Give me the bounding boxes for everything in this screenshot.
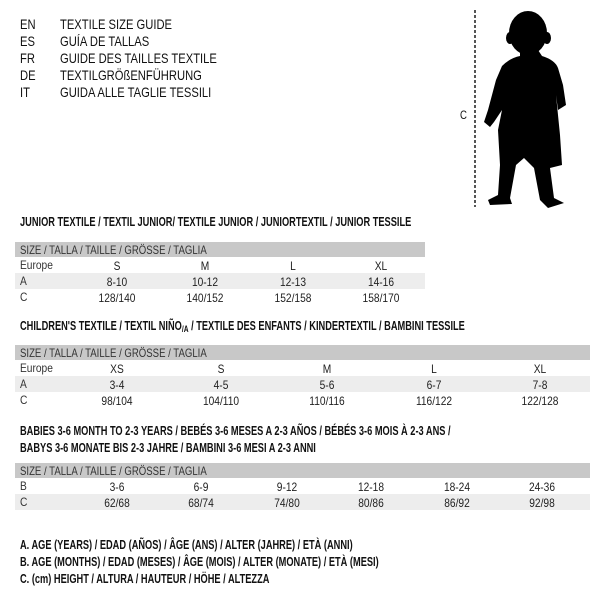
- size-header-row: SIZE / TALLA / TAILLE / GRÖSSE / TAGLIA: [15, 463, 590, 478]
- table-cell: S: [217, 362, 225, 376]
- table-row: Europe XS S M L XL: [15, 360, 590, 376]
- language-title: GUIDE DES TAILLES TEXTILE: [60, 50, 217, 66]
- table-row: C 62/68 68/74 74/80 80/86 86/92 92/98: [15, 494, 590, 510]
- table-cell: 152/158: [274, 291, 312, 305]
- table-row: Europe S M L XL: [15, 257, 425, 273]
- table-cell: 98/104: [101, 394, 133, 408]
- table-cell: 24-36: [528, 480, 556, 494]
- children-title-rest: / TEXTILE DES ENFANTS / KINDERTEXTIL / B…: [188, 319, 465, 333]
- language-code: IT: [20, 84, 30, 100]
- size-header-row: SIZE / TALLA / TAILLE / GRÖSSE / TAGLIA: [15, 345, 590, 360]
- table-cell: 5-6: [319, 378, 335, 392]
- row-label: A: [20, 377, 27, 391]
- table-cell: 110/116: [309, 394, 345, 408]
- size-header-row: SIZE / TALLA / TAILLE / GRÖSSE / TAGLIA: [15, 242, 425, 257]
- table-cell: 128/140: [98, 291, 136, 305]
- table-cell: 68/74: [188, 496, 214, 510]
- table-cell: 80/86: [358, 496, 384, 510]
- table-cell: 122/128: [521, 394, 559, 408]
- table-cell: S: [113, 259, 121, 273]
- babies-title-line2: BABYS 3-6 MONATE BIS 2-3 JAHRE / BAMBINI…: [20, 441, 316, 455]
- size-header-label: SIZE / TALLA / TAILLE / GRÖSSE / TAGLIA: [20, 464, 207, 478]
- size-header-label: SIZE / TALLA / TAILLE / GRÖSSE / TAGLIA: [20, 346, 207, 360]
- table-cell: 6-9: [193, 480, 209, 494]
- row-label: Europe: [20, 258, 53, 272]
- table-cell: M: [200, 259, 210, 273]
- table-cell: 116/122: [415, 394, 453, 408]
- language-code: FR: [20, 50, 35, 66]
- table-cell: 12-18: [357, 480, 385, 494]
- table-row: A 3-4 4-5 5-6 6-7 7-8: [15, 376, 590, 392]
- language-title: TEXTILE SIZE GUIDE: [60, 16, 173, 32]
- language-code: ES: [20, 33, 35, 49]
- table-cell: L: [431, 362, 437, 376]
- language-code: DE: [20, 67, 36, 83]
- legend-b: B. AGE (MONTHS) / EDAD (MESES) / ÂGE (MO…: [20, 555, 379, 569]
- row-label: A: [20, 274, 27, 288]
- table-cell: 3-4: [109, 378, 125, 392]
- children-title-main: CHILDREN'S TEXTILE / TEXTIL NIÑO: [20, 319, 182, 333]
- baby-silhouette-icon: [474, 10, 566, 208]
- table-cell: 140/152: [186, 291, 224, 305]
- row-label: C: [20, 393, 28, 407]
- table-cell: XL: [533, 362, 547, 376]
- height-label: C: [460, 108, 467, 122]
- row-label: C: [20, 290, 28, 304]
- table-cell: 18-24: [443, 480, 471, 494]
- size-header-label: SIZE / TALLA / TAILLE / GRÖSSE / TAGLIA: [20, 243, 207, 257]
- table-row: A 8-10 10-12 12-13 14-16: [15, 273, 425, 289]
- row-label: Europe: [20, 361, 53, 375]
- table-row: C 98/104 104/110 110/116 116/122 122/128: [15, 392, 590, 408]
- row-label: C: [20, 495, 28, 509]
- legend-c: C. (cm) HEIGHT / ALTURA / HAUTEUR / HÖHE…: [20, 572, 270, 586]
- table-row: B 3-6 6-9 9-12 12-18 18-24 24-36: [15, 478, 590, 494]
- language-code: EN: [20, 16, 36, 32]
- table-cell: 6-7: [426, 378, 442, 392]
- table-cell: XS: [110, 362, 124, 376]
- table-cell: 14-16: [367, 275, 395, 289]
- table-cell: 74/80: [274, 496, 300, 510]
- table-cell: 9-12: [276, 480, 298, 494]
- table-cell: 86/92: [444, 496, 470, 510]
- table-cell: 8-10: [106, 275, 128, 289]
- children-title: CHILDREN'S TEXTILE / TEXTIL NIÑO/A / TEX…: [20, 319, 465, 334]
- junior-title: JUNIOR TEXTILE / TEXTIL JUNIOR/ TEXTILE …: [20, 215, 412, 229]
- language-title: GUÍA DE TALLAS: [60, 33, 150, 49]
- table-cell: 92/98: [529, 496, 555, 510]
- table-cell: 4-5: [213, 378, 229, 392]
- table-cell: 158/170: [362, 291, 400, 305]
- table-cell: 104/110: [202, 394, 240, 408]
- table-cell: 10-12: [191, 275, 219, 289]
- table-cell: M: [322, 362, 332, 376]
- table-cell: XL: [374, 259, 388, 273]
- babies-title-line1: BABIES 3-6 MONTH TO 2-3 YEARS / BEBÉS 3-…: [20, 424, 451, 438]
- language-title: GUIDA ALLE TAGLIE TESSILI: [60, 84, 212, 100]
- children-title-sub: /A: [181, 324, 189, 334]
- language-title: TEXTILGRÖßENFÜHRUNG: [60, 67, 202, 83]
- row-label: B: [20, 479, 27, 493]
- table-row: C 128/140 140/152 152/158 158/170: [15, 289, 425, 305]
- table-cell: L: [290, 259, 296, 273]
- table-cell: 62/68: [104, 496, 130, 510]
- table-cell: 3-6: [109, 480, 125, 494]
- table-cell: 12-13: [279, 275, 307, 289]
- legend-a: A. AGE (YEARS) / EDAD (AÑOS) / ÂGE (ANS)…: [20, 538, 353, 552]
- table-cell: 7-8: [532, 378, 548, 392]
